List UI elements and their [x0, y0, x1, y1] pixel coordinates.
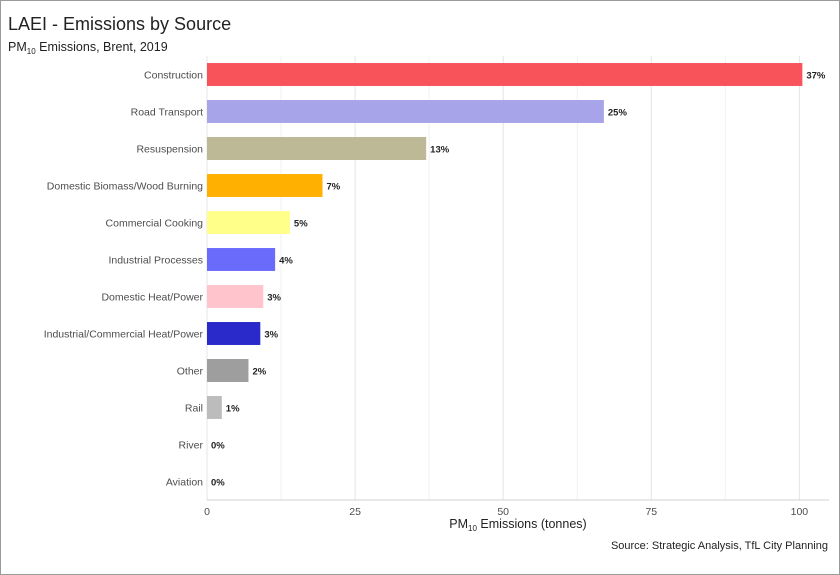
data-label: 37%	[806, 71, 826, 82]
x-tick-label: 0	[204, 506, 210, 518]
bar	[207, 322, 261, 345]
data-label: 0%	[211, 478, 225, 489]
data-label: 4%	[279, 256, 293, 267]
x-tick-label: 75	[645, 506, 657, 518]
bar	[207, 248, 276, 271]
category-label: Domestic Biomass/Wood Burning	[47, 181, 203, 193]
bar	[207, 137, 427, 160]
data-label: 25%	[608, 108, 628, 119]
subtitle-prefix: PM	[8, 40, 27, 54]
x-axis-label: PM10 Emissions (tonnes)	[207, 517, 829, 533]
data-label: 1%	[226, 404, 240, 415]
category-label: River	[178, 440, 203, 452]
bar	[207, 174, 323, 197]
subtitle-subscript: 10	[26, 47, 36, 56]
data-label: 3%	[264, 330, 278, 341]
bar	[207, 396, 222, 419]
bar	[207, 63, 803, 86]
x-axis-label-subscript: 10	[468, 524, 477, 533]
category-label: Rail	[185, 403, 203, 415]
x-tick-label: 25	[349, 506, 361, 518]
x-tick-label: 100	[791, 506, 809, 518]
bar	[207, 100, 604, 123]
data-label: 2%	[252, 367, 266, 378]
bar	[207, 359, 249, 382]
chart-subtitle: PM10 Emissions, Brent, 2019	[8, 40, 168, 56]
category-label: Domestic Heat/Power	[101, 292, 203, 304]
x-axis-label-suffix: Emissions (tonnes)	[476, 517, 587, 531]
source-note: Source: Strategic Analysis, TfL City Pla…	[610, 540, 828, 552]
chart-title: LAEI - Emissions by Source	[8, 14, 232, 34]
data-label: 13%	[430, 145, 450, 156]
category-label: Commercial Cooking	[106, 218, 204, 230]
category-label: Industrial/Commercial Heat/Power	[44, 329, 204, 341]
category-label: Road Transport	[131, 107, 203, 119]
data-label: 5%	[294, 219, 308, 230]
category-label: Other	[177, 366, 204, 378]
data-label: 7%	[327, 182, 341, 193]
data-label: 3%	[267, 293, 281, 304]
category-label: Aviation	[166, 477, 203, 489]
subtitle-suffix: Emissions, Brent, 2019	[35, 40, 168, 54]
category-label: Industrial Processes	[108, 255, 203, 267]
bar	[207, 285, 264, 308]
x-axis-label-prefix: PM	[449, 517, 469, 531]
data-label: 0%	[211, 441, 225, 452]
category-label: Resuspension	[136, 144, 203, 156]
category-label: Construction	[144, 70, 203, 82]
x-tick-label: 50	[497, 506, 509, 518]
bar	[207, 211, 290, 234]
